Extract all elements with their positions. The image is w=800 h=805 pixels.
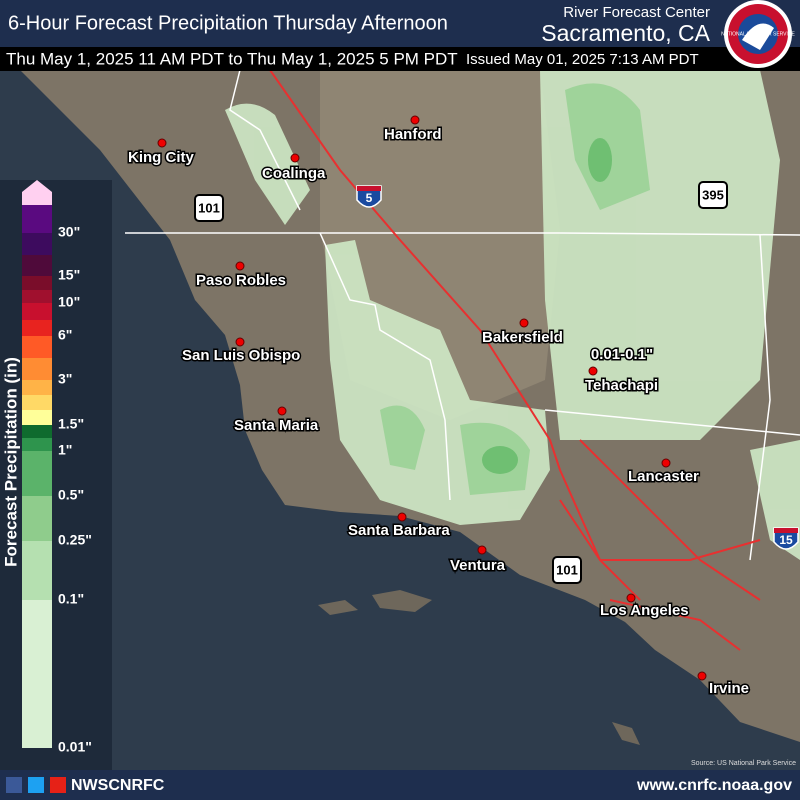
city-label: Coalinga	[262, 165, 326, 182]
shield-number: 101	[198, 200, 220, 215]
city-label: Hanford	[384, 126, 442, 143]
city-dot	[519, 318, 529, 328]
annotation: 0.01-0.1"	[591, 346, 653, 363]
legend-tick: 1"	[58, 442, 72, 458]
county-lines	[125, 69, 800, 561]
title: 6-Hour Forecast Precipitation Thursday A…	[8, 12, 448, 34]
legend-tick: 10"	[58, 294, 80, 310]
interstate-shield	[773, 527, 799, 550]
legend-swatch	[22, 600, 52, 748]
footer-bar	[0, 770, 800, 800]
location: Sacramento, CA	[541, 20, 710, 46]
city-dot	[661, 458, 671, 468]
legend-label: Forecast Precipitation (in)	[1, 357, 20, 567]
source: Source: US National Park Service	[691, 760, 796, 767]
legend-tick: 0.01"	[58, 739, 92, 755]
island	[372, 590, 432, 612]
city-dot	[477, 545, 487, 555]
legend-swatch	[22, 336, 52, 358]
legend-swatch	[22, 290, 52, 303]
legend-swatch	[22, 395, 52, 410]
city-label: Ventura	[450, 557, 506, 574]
us-shield	[194, 194, 224, 222]
issued: Issued May 01, 2025 7:13 AM PDT	[466, 51, 699, 68]
legend-tick: 6"	[58, 327, 72, 343]
city-label: Los Angeles	[600, 602, 689, 619]
city-label: Santa Barbara	[348, 522, 450, 539]
city-label: Irvine	[709, 680, 749, 697]
city-label: Paso Robles	[196, 272, 286, 289]
logo-text: NATIONAL WEATHER SERVICE	[721, 31, 795, 37]
city-label: Bakersfield	[482, 329, 563, 346]
city-dot	[626, 593, 636, 603]
city-dot	[588, 366, 598, 376]
legend-tick: 3"	[58, 371, 72, 387]
legend-swatch	[22, 320, 52, 336]
issued-bg	[466, 48, 716, 70]
url[interactable]: www.cnrfc.noaa.gov	[636, 777, 792, 794]
legend-swatch	[22, 425, 52, 438]
legend-swatch	[22, 541, 52, 600]
legend-tick: 15"	[58, 267, 80, 283]
legend-arrow	[22, 180, 52, 205]
legend-swatch	[22, 410, 52, 425]
city-dot	[277, 406, 287, 416]
legend-panel	[0, 180, 112, 770]
legend-swatch	[22, 438, 52, 451]
legend-tick: 0.5"	[58, 487, 84, 503]
legend-tick: 0.25"	[58, 532, 92, 548]
legend-swatch	[22, 451, 52, 496]
city-dot	[397, 512, 407, 522]
highways	[269, 69, 761, 651]
shield-number: 15	[779, 533, 793, 547]
island	[318, 600, 358, 615]
interstate-top	[774, 528, 798, 533]
legend-tick: 0.1"	[58, 591, 84, 607]
city-dot	[290, 153, 300, 163]
city-dot	[235, 337, 245, 347]
us-shield	[552, 556, 582, 584]
city-dot	[235, 261, 245, 271]
interstate-shield	[356, 185, 382, 208]
legend-swatch	[22, 233, 52, 255]
legend-swatch	[22, 255, 52, 276]
us-shield	[698, 181, 728, 209]
youtube-icon[interactable]	[50, 777, 66, 793]
nws-logo: NATIONAL WEATHER SERVICE	[721, 0, 796, 68]
shield-number: 395	[702, 187, 724, 202]
header-bar	[0, 0, 800, 47]
social[interactable]: NWSCNRFC	[71, 777, 165, 794]
city-label: San Luis Obispo	[182, 347, 300, 364]
city-dot	[410, 115, 420, 125]
city-label: Tehachapi	[585, 377, 658, 394]
legend-tick: 1.5"	[58, 416, 84, 432]
legend-swatch	[22, 276, 52, 290]
facebook-icon[interactable]	[6, 777, 22, 793]
city-dot	[697, 671, 707, 681]
shield-number: 5	[366, 191, 373, 205]
city-dot	[157, 138, 167, 148]
legend-swatch	[22, 496, 52, 541]
legend-swatch	[22, 380, 52, 395]
twitter-icon[interactable]	[28, 777, 44, 793]
precip-core	[482, 138, 612, 474]
city-label: Santa Maria	[234, 417, 319, 434]
shield-number: 101	[556, 562, 578, 577]
island	[612, 722, 640, 745]
period: Thu May 1, 2025 11 AM PDT to Thu May 1, …	[6, 49, 458, 68]
city-label: Lancaster	[628, 468, 699, 485]
legend-swatch	[22, 303, 52, 320]
legend-swatch	[22, 205, 52, 233]
legend-swatch	[22, 358, 52, 380]
legend-tick: 30"	[58, 224, 80, 240]
interstate-top	[357, 186, 381, 191]
center: River Forecast Center	[563, 4, 710, 21]
city-label: King City	[128, 149, 194, 166]
